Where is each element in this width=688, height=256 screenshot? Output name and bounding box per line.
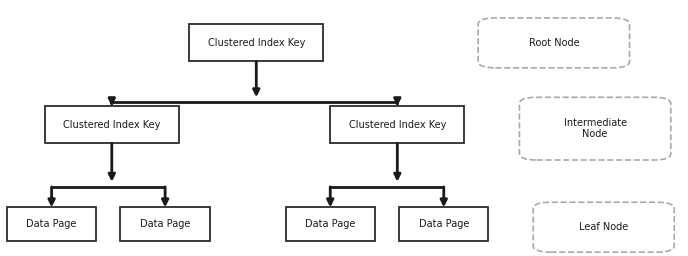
FancyBboxPatch shape	[120, 207, 210, 241]
Text: Data Page: Data Page	[305, 219, 356, 229]
Text: Intermediate
Node: Intermediate Node	[563, 118, 627, 140]
Text: Clustered Index Key: Clustered Index Key	[349, 120, 446, 130]
Text: Data Page: Data Page	[26, 219, 77, 229]
Text: Clustered Index Key: Clustered Index Key	[208, 38, 305, 48]
FancyBboxPatch shape	[478, 18, 630, 68]
FancyBboxPatch shape	[533, 202, 674, 252]
Text: Data Page: Data Page	[418, 219, 469, 229]
FancyBboxPatch shape	[286, 207, 375, 241]
Text: Root Node: Root Node	[528, 38, 579, 48]
Text: Leaf Node: Leaf Node	[579, 222, 628, 232]
FancyBboxPatch shape	[7, 207, 96, 241]
FancyBboxPatch shape	[189, 24, 323, 61]
FancyBboxPatch shape	[399, 207, 488, 241]
Text: Data Page: Data Page	[140, 219, 191, 229]
FancyBboxPatch shape	[519, 97, 671, 160]
FancyBboxPatch shape	[45, 106, 179, 143]
FancyBboxPatch shape	[330, 106, 464, 143]
Text: Clustered Index Key: Clustered Index Key	[63, 120, 160, 130]
